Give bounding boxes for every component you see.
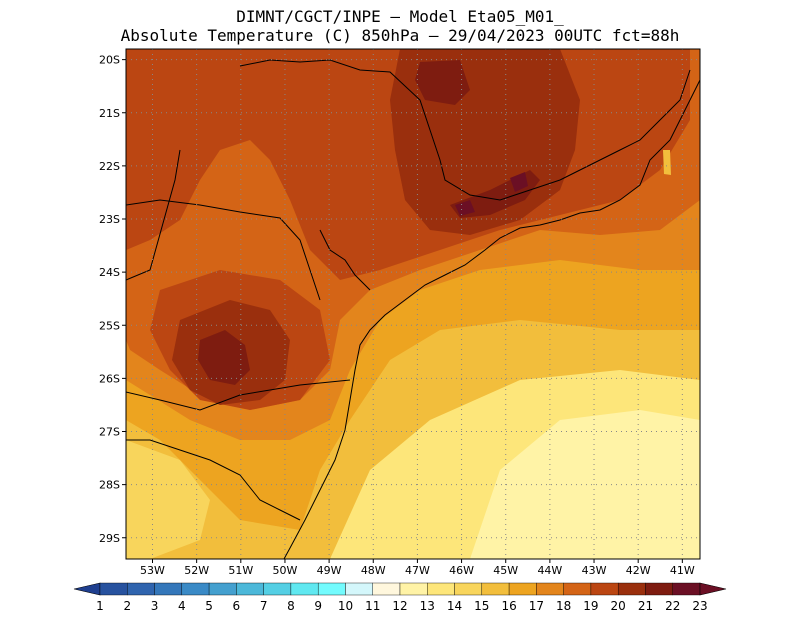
lon-label: 49W xyxy=(317,564,342,577)
colorbar-label: 1 xyxy=(96,599,104,613)
colorbar-segment xyxy=(399,582,428,596)
colorbar-label: 10 xyxy=(338,599,353,613)
colorbar xyxy=(73,582,727,596)
colorbar-segment xyxy=(236,582,264,596)
temperature-field xyxy=(126,49,700,559)
lat-label: 20S xyxy=(99,54,120,67)
lat-label: 28S xyxy=(99,479,120,492)
colorbar-segment xyxy=(154,582,183,596)
state-border-pr-sc xyxy=(126,379,351,411)
title-line-2: Absolute Temperature (C) 850hPa – 29/04/… xyxy=(120,26,680,45)
lon-label: 53W xyxy=(140,564,165,577)
field-22-spot xyxy=(510,172,528,192)
axis-ticks xyxy=(122,59,683,563)
colorbar-label: 3 xyxy=(151,599,159,613)
lat-label: 29S xyxy=(99,532,120,545)
colorbar-segment xyxy=(508,582,537,596)
colorbar-segment xyxy=(345,582,373,596)
field-13 xyxy=(470,410,700,559)
title-line-1: DIMNT/CGCT/INPE – Model Eta05_M01_ xyxy=(236,7,564,26)
colorbar-label: 11 xyxy=(365,599,380,613)
lon-label: 44W xyxy=(537,564,562,577)
lon-label: 52W xyxy=(184,564,209,577)
colorbar-segment xyxy=(563,582,592,596)
latitude-labels: 20S 21S 22S 23S 24S 25S 26S 27S 28S 29S xyxy=(99,54,120,545)
state-border-ms-pr xyxy=(126,199,321,301)
field-21-north xyxy=(415,60,470,105)
colorbar-label: 13 xyxy=(420,599,435,613)
lat-label: 21S xyxy=(99,107,120,120)
colorbar-label: 14 xyxy=(447,599,462,613)
colorbar-segment xyxy=(590,582,619,596)
lon-label: 48W xyxy=(361,564,386,577)
state-border-sp-mg xyxy=(239,59,561,201)
longitude-labels: 53W 52W 51W 50W 49W 48W 47W 46W 45W 44W 43W 42W 41W xyxy=(140,564,695,577)
colorbar-label: 9 xyxy=(314,599,322,613)
colorbar-segment xyxy=(481,582,510,596)
lon-label: 42W xyxy=(626,564,651,577)
state-border-sc-rs xyxy=(126,439,301,521)
lon-label: 46W xyxy=(449,564,474,577)
lon-label: 51W xyxy=(228,564,253,577)
field-14-west xyxy=(126,440,210,559)
colorbar-segment xyxy=(208,582,237,596)
colorbar-segment xyxy=(617,582,646,596)
colorbar-label: 8 xyxy=(287,599,295,613)
colorbar-segment xyxy=(290,582,319,596)
colorbar-label: 5 xyxy=(205,599,213,613)
lat-label: 25S xyxy=(99,319,120,332)
colorbar-label: 19 xyxy=(583,599,598,613)
border-river xyxy=(319,229,371,291)
colorbar-segment xyxy=(263,582,292,596)
colorbar-segment xyxy=(672,582,701,596)
colorbar-segment xyxy=(372,582,401,596)
colorbar-label: 20 xyxy=(611,599,626,613)
lat-label: 26S xyxy=(99,372,120,385)
colorbar-label: 22 xyxy=(665,599,680,613)
lat-label: 22S xyxy=(99,160,120,173)
gridlines xyxy=(126,49,700,559)
colorbar-label: 12 xyxy=(392,599,407,613)
lat-label: 24S xyxy=(99,266,120,279)
colorbar-label: 21 xyxy=(638,599,653,613)
boundaries xyxy=(126,59,700,559)
colorbar-label: 16 xyxy=(501,599,516,613)
colorbar-label: 6 xyxy=(233,599,241,613)
colorbar-arrow-left xyxy=(73,582,101,596)
colorbar-segment xyxy=(317,582,346,596)
lat-label: 23S xyxy=(99,213,120,226)
lon-label: 45W xyxy=(493,564,518,577)
colorbar-segment xyxy=(99,582,128,596)
colorbar-segment xyxy=(181,582,210,596)
coastline xyxy=(283,79,700,559)
field-21-south xyxy=(198,330,250,385)
colorbar-label: 15 xyxy=(474,599,489,613)
colorbar-label: 2 xyxy=(123,599,131,613)
colorbar-label: 18 xyxy=(556,599,571,613)
colorbar-label: 7 xyxy=(260,599,268,613)
field-22-spot-2 xyxy=(455,200,475,216)
lon-label: 43W xyxy=(582,564,607,577)
lon-label: 41W xyxy=(670,564,695,577)
colorbar-segment xyxy=(454,582,483,596)
colorbar-segment xyxy=(427,582,455,596)
colorbar-segment xyxy=(645,582,673,596)
field-spot-east xyxy=(663,150,671,175)
colorbar-labels: 1 2 3 4 5 6 7 8 9 10 11 12 13 14 15 16 17 18 19 20 21 22 23 xyxy=(96,599,707,613)
colorbar-segment xyxy=(536,582,564,596)
map-frame xyxy=(125,48,701,560)
state-border-mg-rj xyxy=(559,69,691,181)
lon-label: 50W xyxy=(273,564,298,577)
border-west xyxy=(126,149,181,281)
colorbar-arrow-right xyxy=(699,582,727,596)
colorbar-label: 17 xyxy=(529,599,544,613)
colorbar-segment xyxy=(127,582,155,596)
colorbar-label: 23 xyxy=(692,599,707,613)
lat-label: 27S xyxy=(99,426,120,439)
colorbar-label: 4 xyxy=(178,599,186,613)
lon-label: 47W xyxy=(405,564,430,577)
